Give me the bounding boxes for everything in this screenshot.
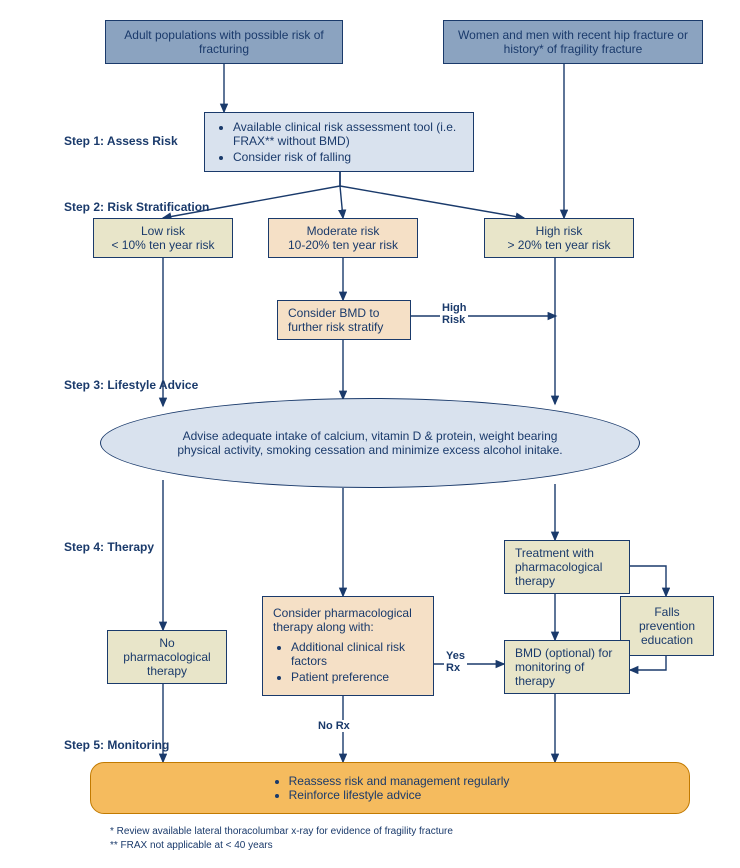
node-moderate-risk: Moderate risk 10-20% ten year risk [268, 218, 418, 258]
node-population-b: Women and men with recent hip fracture o… [443, 20, 703, 64]
line1: Low risk [141, 224, 185, 238]
line2: Rx [446, 662, 460, 674]
line1: Moderate risk [307, 224, 380, 238]
text: No pharmacological therapy [118, 636, 216, 678]
node-bmd-stratify: Consider BMD to further risk stratify [277, 300, 411, 340]
line2: 10-20% ten year risk [288, 238, 398, 252]
line2: Risk [442, 314, 465, 326]
text: Treatment with pharmacological therapy [515, 546, 619, 588]
edge-label-high-risk: High Risk [440, 302, 468, 326]
line1: High risk [536, 224, 583, 238]
text: Advise adequate intake of calcium, vitam… [161, 429, 579, 457]
node-high-risk: High risk > 20% ten year risk [484, 218, 634, 258]
node-monitoring: Reassess risk and management regularly R… [90, 762, 690, 814]
text: Consider BMD to further risk stratify [288, 306, 400, 334]
edge-label-no-rx: No Rx [316, 720, 352, 732]
line1: Yes [446, 650, 465, 662]
bullet-list: Reassess risk and management regularly R… [271, 774, 510, 802]
bullet-list: Additional clinical risk factors Patient… [273, 638, 423, 686]
node-treatment-pharma: Treatment with pharmacological therapy [504, 540, 630, 594]
bullet: Patient preference [291, 670, 423, 684]
node-assess-risk: Available clinical risk assessment tool … [204, 112, 474, 172]
text: Women and men with recent hip fracture o… [454, 28, 692, 56]
bullet: Consider risk of falling [233, 150, 463, 164]
bullet: Additional clinical risk factors [291, 640, 423, 668]
text: Falls prevention education [631, 605, 703, 647]
bullet: Available clinical risk assessment tool … [233, 120, 463, 148]
step-label-4: Step 4: Therapy [64, 540, 154, 554]
edge-label-yes-rx: Yes Rx [444, 650, 467, 674]
line1: High [442, 302, 466, 314]
node-falls-prevention: Falls prevention education [620, 596, 714, 656]
step-label-2: Step 2: Risk Stratification [64, 200, 209, 214]
text: Adult populations with possible risk of … [116, 28, 332, 56]
step-label-5: Step 5: Monitoring [64, 738, 169, 752]
node-low-risk: Low risk < 10% ten year risk [93, 218, 233, 258]
bullet: Reassess risk and management regularly [289, 774, 510, 788]
intro: Consider pharmacological therapy along w… [273, 606, 423, 634]
step-label-1: Step 1: Assess Risk [64, 134, 178, 148]
node-population-a: Adult populations with possible risk of … [105, 20, 343, 64]
step-label-3: Step 3: Lifestyle Advice [64, 378, 198, 392]
bullet: Reinforce lifestyle advice [289, 788, 510, 802]
line2: > 20% ten year risk [507, 238, 610, 252]
node-no-pharma: No pharmacological therapy [107, 630, 227, 684]
line2: < 10% ten year risk [111, 238, 214, 252]
footnote-1: * Review available lateral thoracolumbar… [110, 826, 453, 837]
node-consider-pharma: Consider pharmacological therapy along w… [262, 596, 434, 696]
node-bmd-monitor: BMD (optional) for monitoring of therapy [504, 640, 630, 694]
node-lifestyle-advice: Advise adequate intake of calcium, vitam… [100, 398, 640, 488]
flowchart-canvas: Adult populations with possible risk of … [0, 0, 740, 868]
bullet-list: Available clinical risk assessment tool … [215, 118, 463, 166]
text: BMD (optional) for monitoring of therapy [515, 646, 619, 688]
footnote-2: ** FRAX not applicable at < 40 years [110, 840, 273, 851]
